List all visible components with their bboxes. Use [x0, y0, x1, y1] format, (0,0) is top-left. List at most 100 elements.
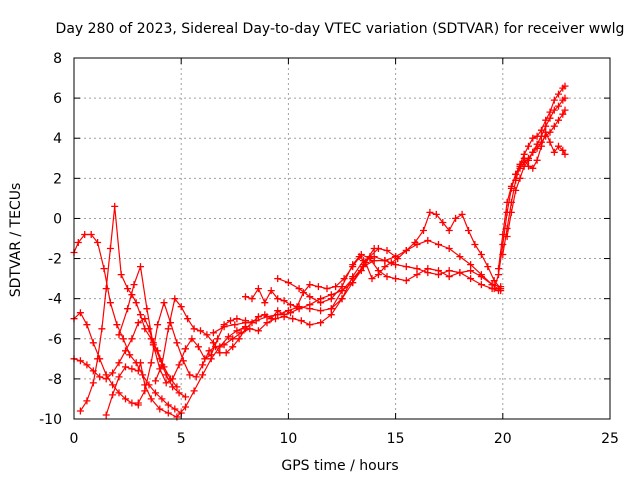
data-point — [263, 319, 271, 327]
data-point — [171, 405, 179, 413]
series-track-5 — [102, 323, 249, 421]
data-point — [516, 174, 524, 182]
data-point — [561, 94, 569, 102]
x-tick-label: 15 — [387, 431, 405, 447]
data-point — [115, 373, 123, 381]
data-point — [458, 210, 466, 218]
series-track-11 — [274, 208, 505, 307]
data-point — [387, 259, 395, 267]
data-point — [499, 231, 507, 238]
data-point — [402, 277, 410, 285]
data-point — [76, 309, 84, 317]
data-point — [141, 315, 149, 323]
data-point — [109, 391, 117, 399]
data-point — [175, 389, 183, 397]
series-line — [73, 233, 182, 414]
data-point — [529, 164, 537, 172]
data-point — [184, 315, 192, 323]
data-point — [402, 247, 410, 254]
data-point — [471, 241, 479, 248]
y-tick-label: -6 — [48, 332, 62, 348]
series-line — [497, 109, 566, 269]
data-point — [122, 347, 129, 355]
data-point — [173, 383, 181, 391]
data-point — [137, 311, 144, 319]
data-point — [306, 293, 314, 301]
data-point — [248, 319, 256, 327]
data-point — [525, 156, 532, 164]
data-point — [477, 281, 485, 289]
data-point — [499, 241, 507, 248]
data-point — [297, 317, 305, 325]
data-point — [128, 399, 136, 407]
series-track-1 — [70, 309, 142, 409]
data-point — [323, 285, 331, 293]
data-point — [413, 241, 421, 248]
data-point — [295, 285, 303, 293]
data-point — [194, 343, 202, 351]
data-point — [306, 321, 314, 329]
data-point — [83, 397, 91, 405]
data-point — [233, 315, 241, 323]
data-point — [164, 401, 172, 409]
y-tick-label: -4 — [48, 292, 62, 308]
data-point — [314, 283, 322, 291]
data-point — [177, 303, 185, 311]
data-point — [317, 319, 325, 327]
data-point — [254, 327, 262, 335]
series-line — [506, 97, 566, 237]
data-point — [128, 335, 136, 343]
data-point — [242, 319, 249, 327]
data-point — [327, 305, 335, 313]
data-point — [284, 307, 292, 315]
data-point — [507, 208, 515, 216]
data-point — [147, 335, 155, 343]
data-point — [115, 389, 123, 397]
data-point — [109, 369, 117, 377]
data-point — [134, 367, 142, 375]
data-point — [533, 140, 541, 148]
data-point — [224, 333, 232, 341]
data-point — [542, 122, 550, 130]
data-point — [197, 327, 204, 335]
data-point — [497, 287, 505, 295]
data-point — [141, 325, 149, 333]
data-point — [561, 106, 569, 114]
data-point — [435, 241, 442, 248]
data-point — [134, 319, 142, 327]
data-point — [199, 371, 207, 379]
data-point — [306, 281, 314, 289]
data-point — [137, 263, 144, 271]
data-point — [555, 116, 562, 124]
data-point — [559, 110, 567, 118]
data-point — [550, 96, 558, 104]
data-point — [117, 271, 125, 279]
data-point — [231, 321, 239, 329]
data-point — [233, 327, 241, 335]
y-axis-label: SDTVAR / TECUs — [8, 183, 24, 298]
data-point — [248, 295, 256, 303]
data-point — [529, 134, 537, 142]
x-axis-label: GPS time / hours — [281, 458, 398, 474]
series-line — [73, 311, 139, 406]
y-tick-label: 2 — [53, 171, 62, 187]
data-point — [76, 357, 84, 365]
data-point — [368, 275, 376, 283]
data-point — [188, 335, 196, 343]
data-point — [550, 122, 558, 130]
y-tick-label: -8 — [48, 372, 62, 388]
data-point — [160, 299, 168, 307]
data-point — [327, 311, 335, 319]
data-point — [263, 313, 271, 321]
series-line — [502, 130, 566, 255]
data-point — [349, 275, 357, 283]
data-point — [392, 261, 400, 269]
data-point — [124, 305, 132, 313]
data-point — [555, 90, 562, 98]
grid — [74, 58, 610, 419]
data-point — [392, 253, 400, 261]
y-tick-label: -2 — [48, 252, 62, 268]
data-point — [164, 325, 172, 333]
data-point — [366, 255, 374, 263]
data-point — [537, 132, 545, 140]
